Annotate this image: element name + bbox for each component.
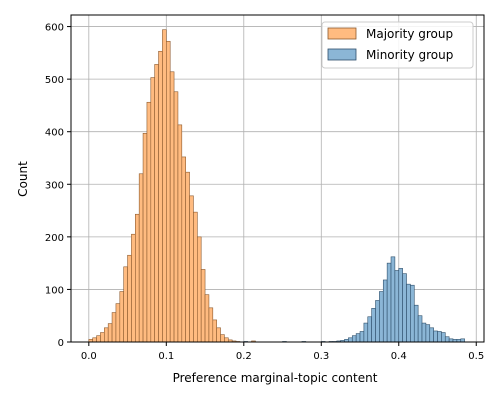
y-tick-label: 200 (45, 233, 64, 244)
y-tick-label: 100 (45, 285, 64, 296)
bar-majority (216, 327, 221, 343)
bar-minority (410, 284, 415, 343)
x-tick-label: 0.5 (468, 351, 484, 362)
bar-majority (185, 171, 190, 343)
bar-majority (154, 64, 159, 343)
legend-label-majority: Majority group (366, 27, 453, 41)
bar-minority (386, 262, 392, 343)
bar-majority (150, 77, 155, 343)
bar-majority (96, 335, 101, 343)
legend-box (321, 21, 474, 69)
bar-majority (127, 254, 132, 343)
axes (67, 14, 485, 346)
bar-majority (142, 132, 148, 343)
bar-minority (433, 330, 438, 343)
bar-minority (429, 327, 434, 343)
bar-majority (138, 173, 144, 343)
tick-labels: 0.0 0.1 0.2 0.3 0.4 0.5 0 100 200 300 400 500 600 (45, 23, 484, 362)
y-tick-label: 500 (45, 75, 64, 86)
bar-majority (92, 337, 97, 343)
bar-majority (189, 195, 194, 343)
bar-minority (367, 316, 372, 343)
y-tick-label: 0 (58, 338, 64, 349)
bar-minority (355, 333, 361, 343)
bar-majority (107, 323, 113, 343)
bar-minority (425, 324, 431, 343)
x-tick-label: 0.1 (158, 351, 174, 362)
y-axis-label: Count (16, 161, 30, 197)
bar-majority (123, 266, 128, 343)
bar-majority (169, 71, 175, 343)
y-tick-label: 300 (45, 180, 64, 191)
legend-swatch-majority (327, 27, 357, 40)
bar-majority (200, 269, 206, 343)
bar-majority (146, 101, 152, 343)
bar-minority (421, 322, 427, 343)
bar-minority (351, 335, 357, 343)
bar-minority (402, 273, 407, 343)
bar-minority (413, 304, 419, 343)
bar-minority (390, 256, 396, 343)
bar-majority (181, 156, 186, 343)
bar-majority (115, 303, 121, 343)
y-tick-label: 600 (45, 23, 64, 34)
bar-majority (131, 233, 136, 343)
bar-majority (177, 124, 183, 343)
x-tick-label: 0.0 (81, 351, 97, 362)
bar-minority (398, 268, 403, 343)
plot-frame (70, 14, 485, 343)
bar-minority (363, 322, 369, 343)
y-tick-label: 400 (45, 128, 64, 139)
bar-minority (441, 332, 446, 343)
x-tick-label: 0.3 (313, 351, 329, 362)
bar-minority (406, 283, 411, 343)
bar-majority (158, 50, 163, 343)
bar-majority (208, 307, 214, 343)
legend-label-minority: Minority group (366, 48, 453, 62)
bars (88, 29, 465, 343)
legend: Majority group Minority group (321, 21, 474, 69)
bar-majority (111, 312, 117, 343)
bar-majority (197, 236, 202, 343)
bar-minority (417, 315, 423, 343)
bar-majority (220, 334, 225, 343)
bar-majority (166, 40, 171, 343)
bar-minority (371, 308, 376, 343)
bar-minority (375, 300, 380, 343)
bar-majority (173, 91, 179, 343)
x-axis-label: Preference marginal-topic content (173, 371, 378, 385)
bar-minority (382, 279, 388, 343)
bar-majority (135, 213, 140, 343)
bar-majority (162, 29, 167, 343)
bar-minority (359, 331, 365, 343)
bar-minority (437, 331, 442, 343)
bar-majority (224, 337, 229, 343)
bar-minority (379, 291, 384, 343)
bar-majority (204, 294, 210, 343)
bar-minority (348, 337, 353, 343)
bar-majority (104, 327, 109, 343)
bar-minority (444, 336, 450, 343)
bar-majority (119, 291, 124, 343)
x-tick-label: 0.2 (236, 351, 252, 362)
bar-majority (193, 211, 198, 343)
bar-majority (212, 319, 217, 343)
bar-minority (394, 270, 400, 343)
legend-swatch-minority (327, 48, 357, 61)
bar-majority (100, 332, 105, 343)
x-tick-label: 0.4 (391, 351, 407, 362)
